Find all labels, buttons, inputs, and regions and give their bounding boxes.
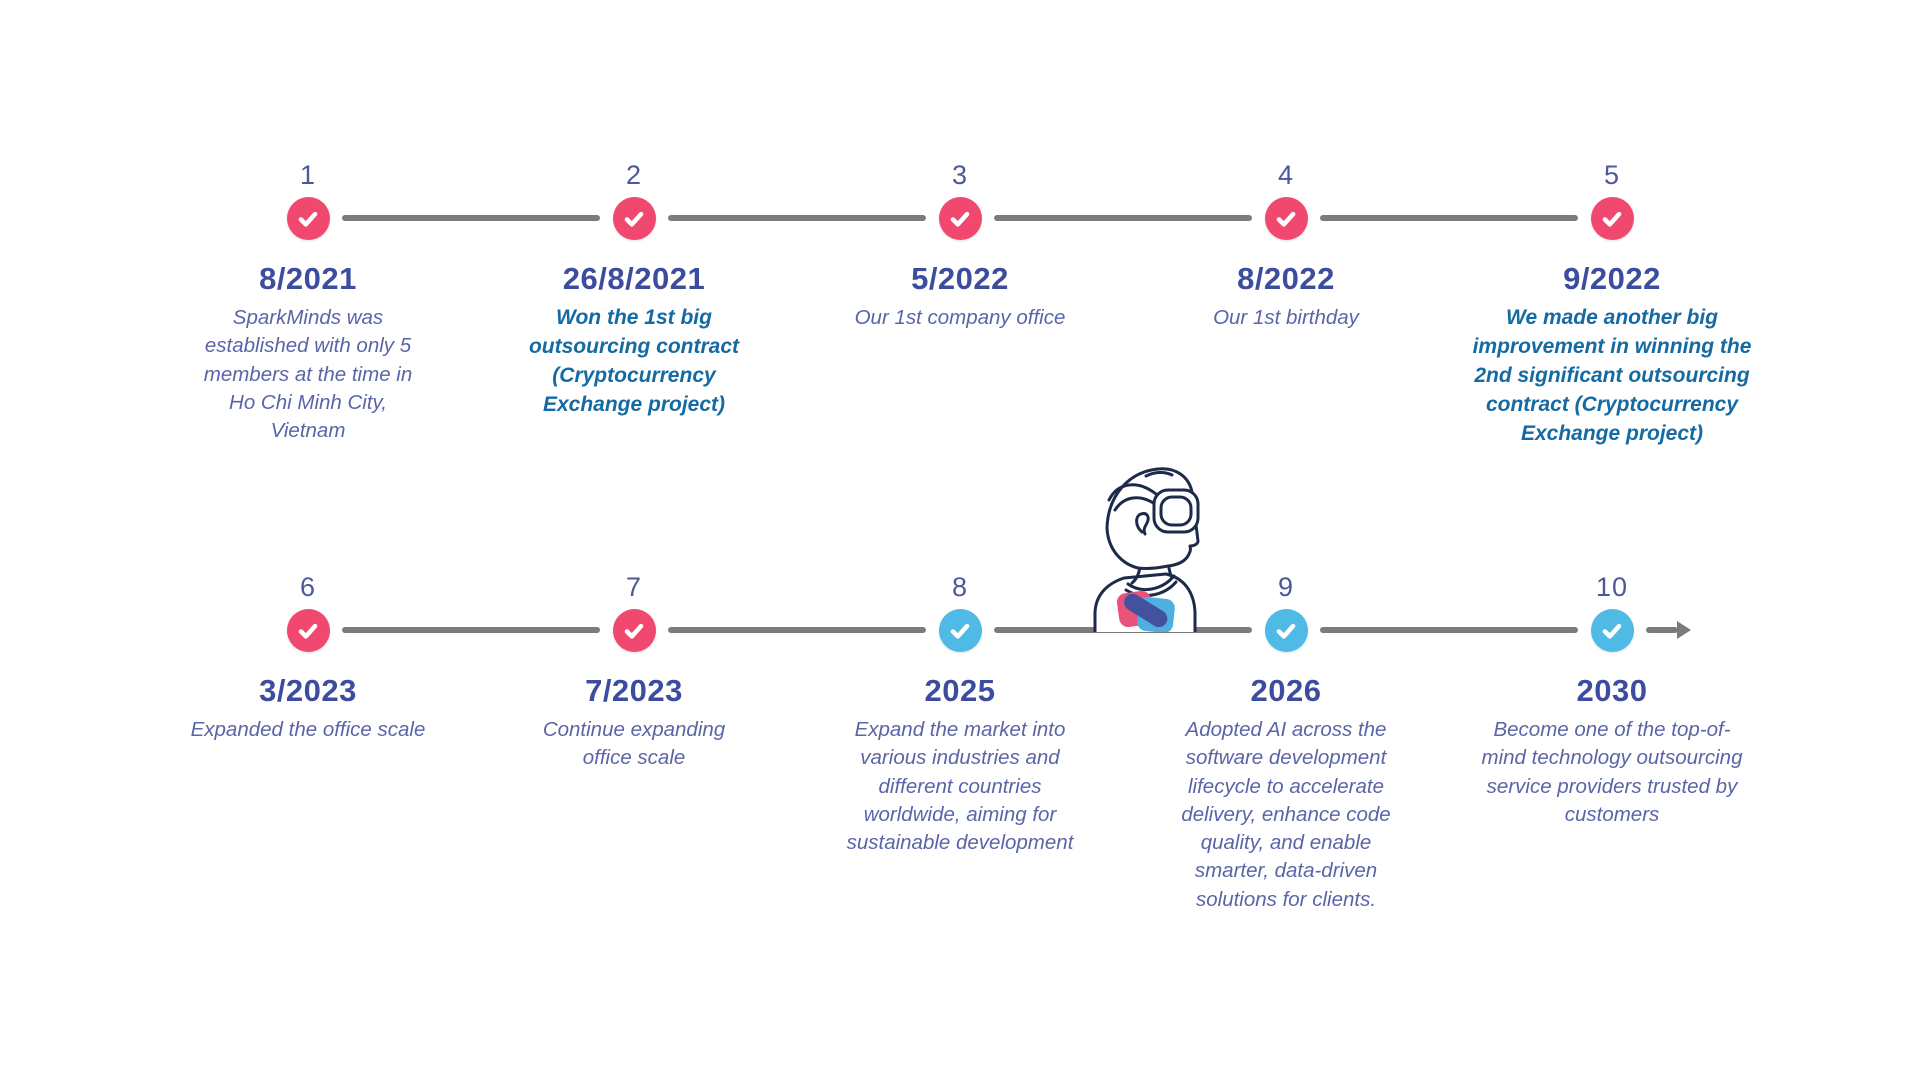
milestone-date: 2025 bbox=[924, 673, 996, 708]
milestone-number: 9 bbox=[1277, 572, 1295, 602]
milestone-description: We made another big improvement in winni… bbox=[1472, 306, 1752, 445]
milestone-number: 10 bbox=[1595, 572, 1629, 602]
milestone-number: 4 bbox=[1277, 160, 1295, 190]
timeline-connector bbox=[342, 627, 600, 633]
milestone-description: Adopted AI across the software developme… bbox=[1181, 718, 1391, 911]
milestone-item-2: 2 26/8/2021 Won the 1st big outsourcing … bbox=[471, 160, 797, 449]
milestone-number: 7 bbox=[625, 572, 643, 602]
milestone-date: 5/2022 bbox=[911, 261, 1009, 296]
check-icon bbox=[624, 211, 644, 227]
milestone-check-badge bbox=[1264, 609, 1308, 652]
milestone-date: 2030 bbox=[1576, 673, 1648, 708]
milestone-description: SparkMinds was established with only 5 m… bbox=[203, 306, 413, 443]
timeline-connector bbox=[668, 627, 926, 633]
timeline-row-top: 1 8/2021 SparkMinds was established with… bbox=[145, 160, 1775, 449]
milestone-item-10: 10 2030 Become one of the top-of-mind te… bbox=[1449, 572, 1775, 914]
timeline-row-bottom: 6 3/2023 Expanded the office scale 7 7/2… bbox=[145, 572, 1775, 914]
milestone-date: 9/2022 bbox=[1563, 261, 1661, 296]
milestone-date: 2026 bbox=[1250, 673, 1322, 708]
milestone-description: Continue expanding office scale bbox=[542, 718, 726, 770]
check-icon bbox=[1602, 623, 1622, 639]
check-icon bbox=[950, 211, 970, 227]
milestone-item-8: 8 2025 Expand the market into various in… bbox=[797, 572, 1123, 914]
milestone-check-badge bbox=[1590, 197, 1634, 240]
milestone-number: 5 bbox=[1603, 160, 1621, 190]
milestone-number: 1 bbox=[299, 160, 317, 190]
milestone-check-badge bbox=[612, 197, 656, 240]
timeline-connector bbox=[342, 215, 600, 221]
milestone-description: Expanded the office scale bbox=[190, 718, 426, 741]
milestone-description: Won the 1st big outsourcing contract (Cr… bbox=[528, 306, 739, 416]
milestone-date: 7/2023 bbox=[585, 673, 683, 708]
check-icon bbox=[1276, 623, 1296, 639]
arrow-icon bbox=[1646, 621, 1691, 639]
milestone-date: 3/2023 bbox=[259, 673, 357, 708]
milestone-description: Become one of the top-of-mind technology… bbox=[1481, 718, 1743, 826]
milestone-number: 6 bbox=[299, 572, 317, 602]
milestone-number: 8 bbox=[951, 572, 969, 602]
check-icon bbox=[1602, 211, 1622, 227]
milestone-item-7: 7 7/2023 Continue expanding office scale bbox=[471, 572, 797, 914]
timeline-connector bbox=[1320, 215, 1578, 221]
milestone-date: 8/2021 bbox=[259, 261, 357, 296]
sparkminds-logo-icon bbox=[1116, 590, 1175, 632]
milestone-check-badge bbox=[1264, 197, 1308, 240]
milestone-check-badge bbox=[938, 197, 982, 240]
timeline-connector bbox=[994, 215, 1252, 221]
check-icon bbox=[298, 623, 318, 639]
milestone-number: 3 bbox=[951, 160, 969, 190]
timeline-connector bbox=[668, 215, 926, 221]
milestone-check-badge bbox=[612, 609, 656, 652]
milestone-check-badge bbox=[938, 609, 982, 652]
milestone-date: 26/8/2021 bbox=[562, 261, 706, 296]
milestone-description: Our 1st company office bbox=[854, 306, 1066, 329]
milestone-number: 2 bbox=[625, 160, 643, 190]
check-icon bbox=[624, 623, 644, 639]
milestone-item-6: 6 3/2023 Expanded the office scale bbox=[145, 572, 471, 914]
person-vr-illustration bbox=[1093, 467, 1200, 632]
milestone-item-9: 9 2026 Adopted AI across the software de… bbox=[1123, 572, 1449, 914]
milestone-check-badge bbox=[1590, 609, 1634, 652]
milestone-check-badge bbox=[286, 197, 330, 240]
check-icon bbox=[1276, 211, 1296, 227]
milestone-item-5: 5 9/2022 We made another big improvement… bbox=[1449, 160, 1775, 449]
timeline-connector bbox=[1320, 627, 1578, 633]
milestone-date: 8/2022 bbox=[1237, 261, 1335, 296]
milestone-check-badge bbox=[286, 609, 330, 652]
milestone-description: Expand the market into various industrie… bbox=[846, 718, 1074, 855]
check-icon bbox=[950, 623, 970, 639]
milestone-item-3: 3 5/2022 Our 1st company office bbox=[797, 160, 1123, 449]
milestone-description: Our 1st birthday bbox=[1213, 306, 1359, 329]
check-icon bbox=[298, 211, 318, 227]
milestone-item-4: 4 8/2022 Our 1st birthday bbox=[1123, 160, 1449, 449]
milestone-item-1: 1 8/2021 SparkMinds was established with… bbox=[145, 160, 471, 449]
